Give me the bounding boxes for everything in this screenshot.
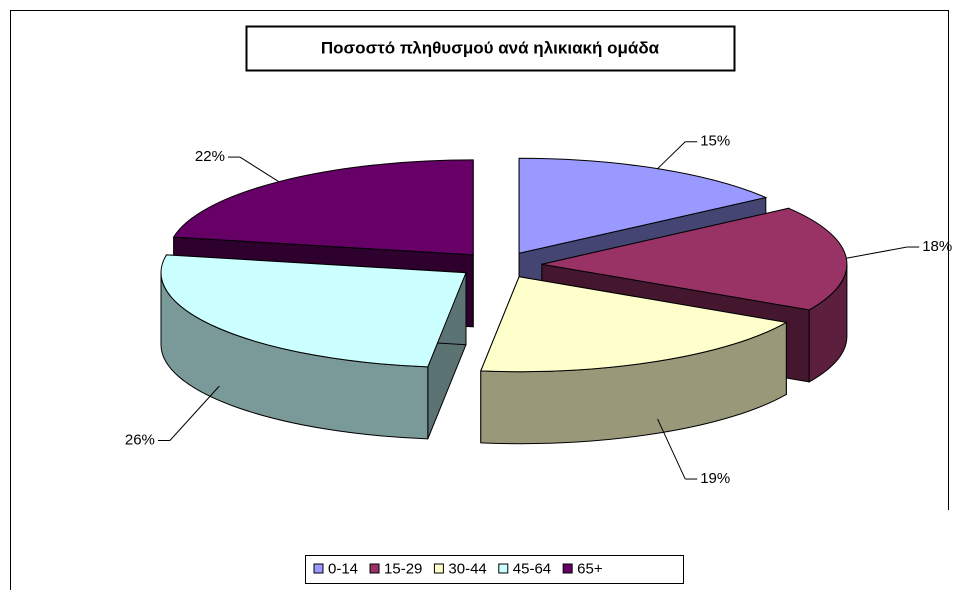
legend-swatch (433, 563, 444, 574)
legend-label: 45-64 (513, 560, 551, 577)
data-label: 26% (125, 431, 155, 448)
legend-label: 30-44 (448, 560, 486, 577)
legend-label: 0-14 (328, 560, 358, 577)
legend-label: 15-29 (384, 560, 422, 577)
leader-line (846, 246, 908, 259)
legend-swatch (562, 563, 573, 574)
legend-label: 65+ (577, 560, 603, 577)
leader-line (657, 418, 686, 480)
leader-line (169, 385, 220, 441)
leader-line (657, 141, 686, 170)
chart-title: Ποσοστό πληθυσμού ανά ηλικιακή ομάδα (321, 38, 660, 57)
data-label: 15% (700, 133, 730, 150)
slice (160, 254, 467, 368)
data-label: 22% (195, 148, 225, 165)
data-label: 19% (700, 470, 730, 487)
slice (172, 159, 474, 256)
legend-swatch (498, 563, 509, 574)
title-box (245, 25, 736, 72)
legend-swatch (313, 563, 324, 574)
legend-box (305, 555, 684, 584)
leader-line (239, 156, 280, 183)
data-label: 18% (922, 238, 952, 255)
slice (480, 276, 788, 373)
legend-swatch (369, 563, 380, 574)
chart-frame (10, 10, 949, 590)
